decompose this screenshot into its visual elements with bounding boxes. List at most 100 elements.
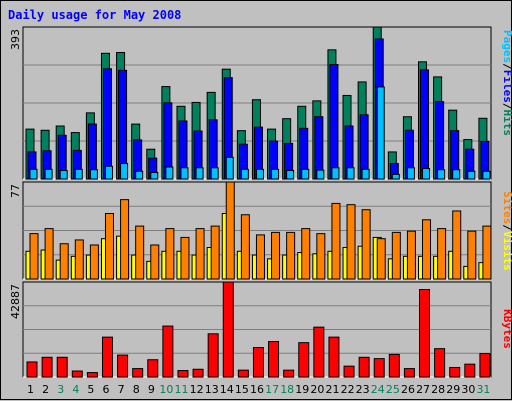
pages-bar [165,166,174,180]
pages-bar [467,170,476,180]
sites-bar [361,209,371,280]
x-tick-label: 16 [250,383,264,396]
x-tick-label: 24 [371,383,385,396]
kbytes-bar [192,368,204,378]
sites-bar [120,199,130,280]
x-tick-label: 25 [386,383,400,396]
files-bar [435,101,445,180]
sites-bar [271,231,281,280]
x-tick-label: 27 [416,383,430,396]
kbytes-bar [449,366,461,378]
x-tick-label: 3 [57,383,64,396]
sites-bar [422,219,432,280]
sites-bar [240,214,250,280]
legend-sites-visits: Sites/Visits [501,191,512,271]
sites-bar [150,244,160,280]
pages-bar [376,86,385,180]
x-tick-label: 11 [175,383,189,396]
sites-bar [391,231,401,280]
sites-bar [452,210,462,280]
kbytes-bar [388,353,400,378]
sites-bar [165,228,175,280]
x-tick-label: 17 [265,383,279,396]
x-tick-label: 10 [159,383,173,396]
sites-bar [104,212,114,280]
sites-bar [180,236,190,280]
pages-bar [391,173,400,180]
pages-bar [225,156,234,180]
sites-bar [44,228,54,280]
kbytes-bar [328,336,340,378]
sites-bar [482,225,492,280]
pages-bar [180,167,189,180]
kbytes-bar [207,333,219,378]
pages-bar [482,170,491,180]
x-tick-label: 1 [27,383,34,396]
kbytes-bar [268,341,280,378]
sites-bar [74,239,84,280]
sites-bar [346,204,356,280]
x-tick-label: 29 [446,383,460,396]
x-tick-label: 13 [205,383,219,396]
sites-bar [301,228,311,280]
sites-bar [89,244,99,280]
kbytes-bar [298,342,310,378]
x-tick-label: 26 [401,383,415,396]
pages-bar [135,170,144,180]
pages-bar [89,169,98,180]
kbytes-bar [147,359,159,378]
sites-bar [406,230,416,280]
kbytes-bar [252,347,264,378]
pages-bar [255,168,264,180]
y-max-label-3: 42887 [9,284,22,319]
pages-bar [74,168,83,180]
sites-bar [286,231,296,280]
x-tick-label: 8 [133,383,140,396]
x-tick-label: 12 [190,383,204,396]
x-tick-label: 23 [356,383,370,396]
pages-bar [286,169,295,180]
kbytes-bar [237,369,249,378]
pages-bar [361,168,370,180]
pages-bar [150,171,159,180]
y-max-label-2: 77 [9,184,22,198]
pages-bar [210,167,219,180]
x-tick-label: 22 [341,383,355,396]
pages-bar [437,169,446,180]
kbytes-bar [358,356,370,378]
sites-bar [210,225,220,280]
kbytes-bar [71,370,83,378]
sites-bar [255,234,265,280]
kbytes-bar [162,325,174,378]
kbytes-bar [86,372,98,378]
pages-bar [316,169,325,180]
files-bar [420,69,430,180]
kbytes-bar [222,281,234,378]
kbytes-bar [132,368,144,378]
kbytes-bar [283,369,295,378]
pages-bar [195,167,204,180]
x-tick-label: 2 [42,383,49,396]
sites-bar [135,225,145,280]
x-tick-label: 20 [310,383,324,396]
kbytes-bar [56,356,68,378]
pages-bar [240,168,249,180]
pages-bar [120,163,129,180]
sites-bar [225,181,235,280]
x-tick-label: 5 [87,383,94,396]
x-tick-label: 18 [280,383,294,396]
files-bar [118,69,128,180]
sites-bar [331,202,341,280]
kbytes-bar [343,365,355,378]
sites-bar [467,230,477,280]
sites-bar [316,233,326,280]
pages-bar [331,167,340,180]
x-tick-label: 30 [461,383,475,396]
pages-bar [29,168,38,180]
kbytes-bar [313,326,325,378]
x-tick-label: 14 [220,383,234,396]
kbytes-bar [373,358,385,378]
x-tick-label: 15 [235,383,249,396]
